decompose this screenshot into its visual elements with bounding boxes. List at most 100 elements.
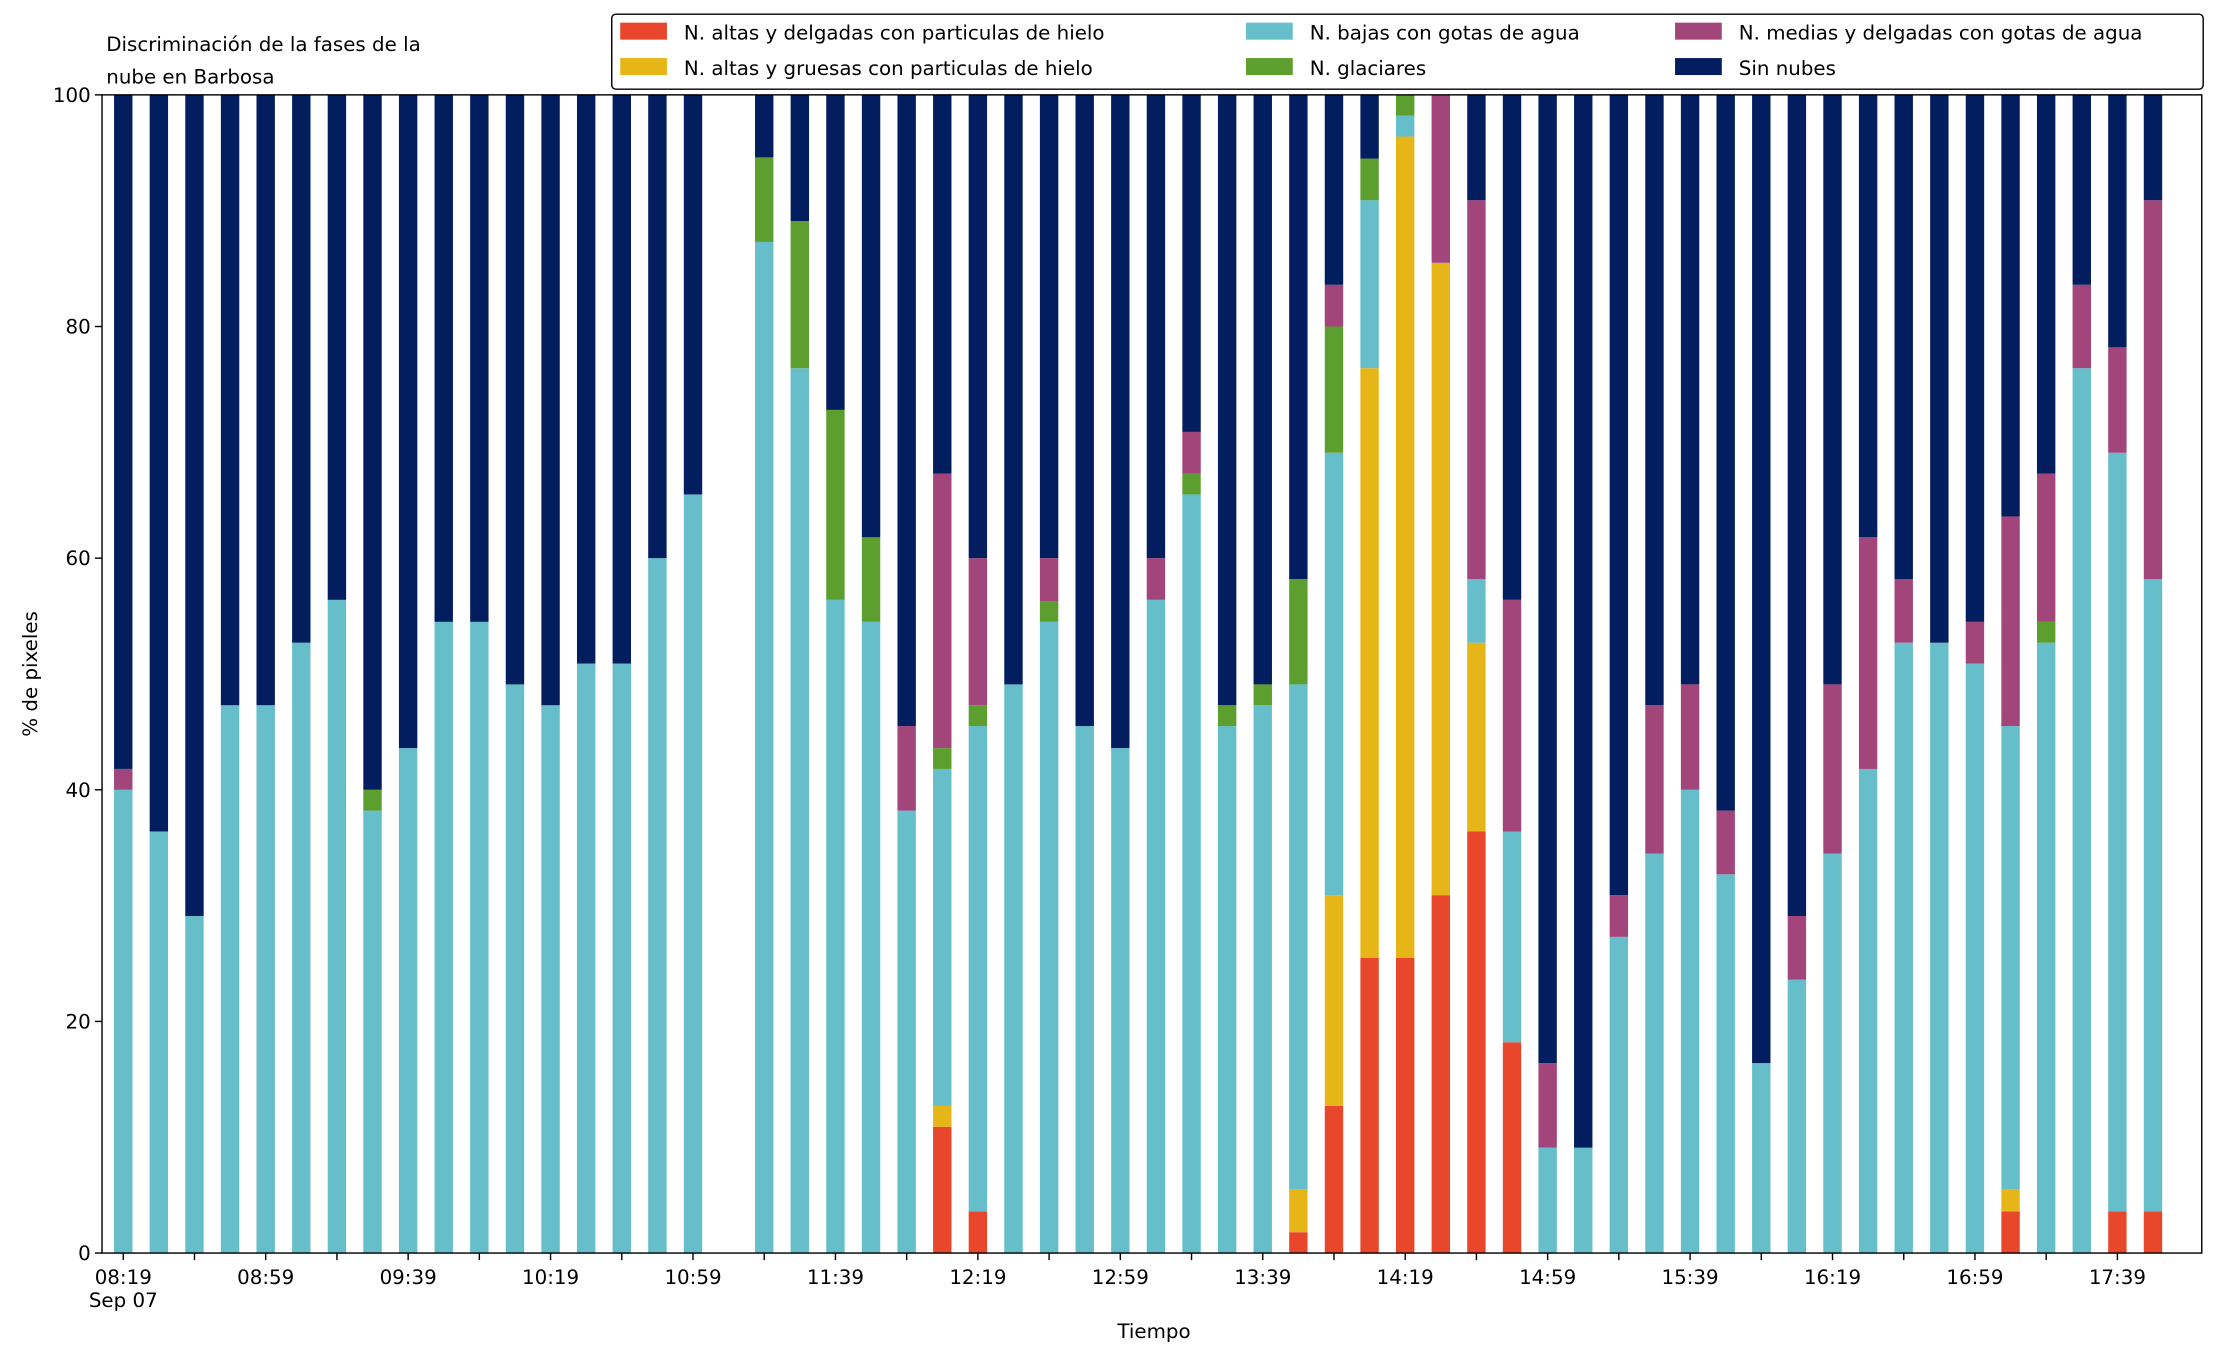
bar-segment (185, 94, 204, 917)
bar-segment (256, 94, 275, 706)
bar-segment (683, 94, 703, 495)
bar-segment (1716, 94, 1735, 811)
bar-segment (1395, 94, 1415, 116)
chart-title: nube en Barbosa (106, 66, 274, 89)
bar-segment (2036, 94, 2056, 474)
bar-segment (1787, 916, 1807, 980)
x-tick-label: 10:59 (664, 1266, 721, 1289)
bar-segment (1182, 94, 1201, 432)
x-tick-label: 10:19 (522, 1266, 579, 1289)
bar-segment (1431, 262, 1451, 896)
bar-segment (2001, 726, 2020, 1190)
bar-segment (968, 726, 988, 1212)
bar-segment (1360, 158, 1379, 201)
legend-label: N. glaciares (1310, 57, 1426, 80)
bar-segment (1360, 957, 1379, 1254)
legend-label: N. altas y gruesas con particulas de hie… (684, 57, 1093, 80)
bar-segment (398, 748, 418, 1254)
bar-segment (1823, 853, 1842, 1254)
bar-segment (1502, 831, 1522, 1043)
x-tick-label: 14:19 (1377, 1266, 1434, 1289)
bar-segment (790, 221, 810, 369)
bar-segment (1217, 726, 1237, 1254)
bar-segment (1574, 1147, 1593, 1254)
bar-segment (1645, 94, 1664, 706)
bar-segment (1360, 368, 1379, 958)
bar-segment (2143, 1211, 2163, 1254)
bar-segment (505, 684, 525, 1254)
bar-segment (1253, 705, 1272, 1254)
x-tick-label: 16:59 (1946, 1266, 2003, 1289)
legend-swatch (620, 58, 667, 76)
bar-segment (683, 494, 703, 1254)
bar-segment (861, 621, 881, 1254)
bar-segment (1502, 94, 1522, 600)
bar-segment (114, 94, 133, 769)
bar-segment (790, 368, 810, 1254)
bar-segment (1039, 94, 1059, 559)
y-tick-label: 80 (65, 316, 90, 339)
bar-segment (968, 1211, 988, 1254)
bar-segment (363, 789, 382, 811)
bar-segment (1431, 94, 1451, 263)
bar-segment (1467, 94, 1486, 201)
bar-segment (1253, 684, 1272, 706)
bar-segment (826, 599, 845, 1254)
bar-segment (1395, 957, 1415, 1254)
bar-segment (826, 94, 845, 410)
bar-segment (576, 663, 596, 1254)
bar-segment (1111, 748, 1130, 1254)
bar-segment (1680, 789, 1700, 1254)
bar-segment (2072, 94, 2091, 285)
bar-segment (114, 789, 133, 1254)
bar-segment (1324, 895, 1344, 1106)
bar-segment (1146, 94, 1166, 559)
chart-title: Discriminación de la fases de la (106, 33, 420, 56)
legend-box (611, 13, 2204, 90)
bar-segment (968, 558, 988, 706)
bar-segment (1395, 136, 1415, 958)
legend-swatch (1246, 58, 1293, 76)
bar-segment (470, 94, 489, 622)
bar-segment (1502, 599, 1522, 832)
bar-segment (327, 94, 347, 600)
bar-segment (648, 94, 667, 559)
x-tick-label: 13:39 (1234, 1266, 1291, 1289)
bar-segment (1289, 578, 1308, 685)
bar-segment (1360, 94, 1379, 159)
bar-segment (1823, 94, 1842, 685)
x-tick-label: 15:39 (1662, 1266, 1719, 1289)
bar-segment (1538, 94, 1557, 1064)
x-tick-label: 16:19 (1804, 1266, 1861, 1289)
bar-segment (648, 558, 667, 1254)
bar-segment (1930, 642, 1949, 1254)
legend-label: N. bajas con gotas de agua (1310, 22, 1580, 45)
bar-segment (292, 94, 311, 643)
bar-segment (826, 409, 845, 600)
bar-segment (1965, 94, 1985, 622)
bar-segment (1467, 642, 1486, 832)
bar-segment (897, 94, 916, 727)
y-tick-label: 60 (65, 547, 90, 570)
bar-segment (933, 473, 952, 749)
bar-segment (790, 94, 810, 222)
bar-segment (256, 705, 275, 1254)
x-axis-label: Tiempo (1116, 1320, 1190, 1343)
bar-segment (1823, 684, 1842, 854)
legend-label: N. altas y delgadas con particulas de hi… (684, 22, 1105, 45)
bar-segment (1894, 642, 1913, 1254)
bar-segment (363, 810, 382, 1254)
y-tick-label: 100 (53, 84, 91, 107)
bar-segment (1965, 621, 1985, 664)
bar-segment (1324, 1105, 1344, 1254)
bar-segment (470, 621, 489, 1254)
bar-segment (541, 94, 560, 706)
bar-segment (1182, 473, 1201, 495)
bar-segment (2108, 347, 2127, 453)
bar-segment (1752, 94, 1771, 1064)
legend-swatch (620, 22, 667, 40)
bar-segment (1645, 853, 1664, 1254)
bar-segment (968, 705, 988, 727)
bar-segment (1075, 94, 1094, 727)
